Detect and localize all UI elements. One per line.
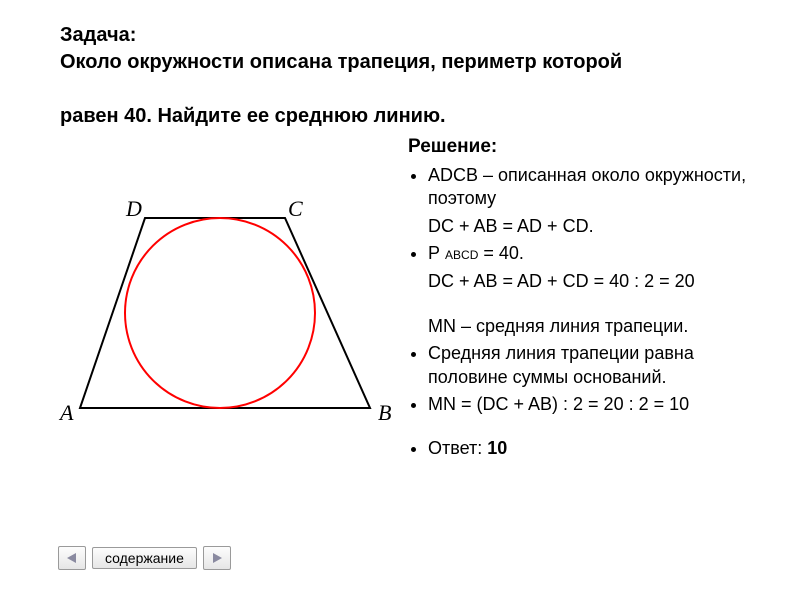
label-D: D	[126, 196, 142, 222]
next-button[interactable]	[203, 546, 231, 570]
nav-bar: содержание	[58, 546, 231, 570]
bullet-2-rest: = 40.	[478, 243, 524, 263]
bullet-5: MN = (DC + AB) : 2 = 20 : 2 = 10	[428, 393, 760, 416]
title-line-3: равен 40. Найдите ее среднюю линию.	[60, 105, 446, 127]
bullet-5-text: MN = (DC + AB) : 2 = 20 : 2 = 10	[428, 394, 689, 414]
trapezoid-shape	[80, 218, 370, 408]
bullet-4-text: Средняя линия трапеции равна половине су…	[428, 343, 694, 386]
title-line-1: Задача:	[60, 24, 136, 46]
bullet-1-text: ADCB – описанная около окружности, поэто…	[428, 165, 746, 208]
label-A: A	[60, 400, 73, 426]
prev-button[interactable]	[58, 546, 86, 570]
label-B: B	[378, 400, 391, 426]
contents-button-label: содержание	[105, 550, 184, 566]
bullet-4: Средняя линия трапеции равна половине су…	[428, 342, 760, 389]
answer-label: Ответ	[428, 438, 477, 458]
bullet-1: ADCB – описанная около окружности, поэто…	[428, 164, 760, 211]
contents-button[interactable]: содержание	[92, 547, 197, 569]
triangle-left-icon	[66, 552, 78, 564]
problem-title: Задача: Около окружности описана трапеци…	[60, 22, 760, 130]
bullet-2-next: DC + AB = AD + CD = 40 : 2 = 20	[428, 270, 760, 293]
bullet-3-pre: MN – средняя линия трапеции.	[428, 315, 760, 338]
solution-column: Решение: ADCB – описанная около окружнос…	[400, 136, 760, 464]
spacer-2	[428, 421, 760, 433]
inscribed-circle	[125, 218, 315, 408]
title-line-2: Около окружности описана трапеция, перим…	[60, 51, 622, 73]
figure-column: D C A B	[60, 136, 400, 458]
bullet-3-pre-text: MN – средняя линия трапеции.	[428, 316, 688, 336]
bullet-2-prefix: Р	[428, 243, 445, 263]
spacer-1	[428, 297, 760, 311]
trapezoid-figure: D C A B	[60, 178, 390, 458]
bullet-2-next-text: DC + AB = AD + CD = 40 : 2 = 20	[428, 271, 695, 291]
bullet-1-sub: DC + AB = AD + CD.	[428, 215, 760, 238]
bullet-1-sub-text: DC + AB = AD + CD.	[428, 216, 594, 236]
bullet-2: Р ABCD = 40.	[428, 242, 760, 265]
solution-list: ADCB – описанная около окружности, поэто…	[408, 164, 760, 460]
answer-line: Ответ: 10	[428, 437, 760, 460]
answer-value: 10	[487, 438, 507, 458]
label-C: C	[288, 196, 303, 222]
triangle-right-icon	[211, 552, 223, 564]
figure-svg	[60, 178, 390, 458]
solution-heading: Решение:	[408, 136, 760, 158]
bullet-2-subscript: ABCD	[445, 248, 478, 262]
